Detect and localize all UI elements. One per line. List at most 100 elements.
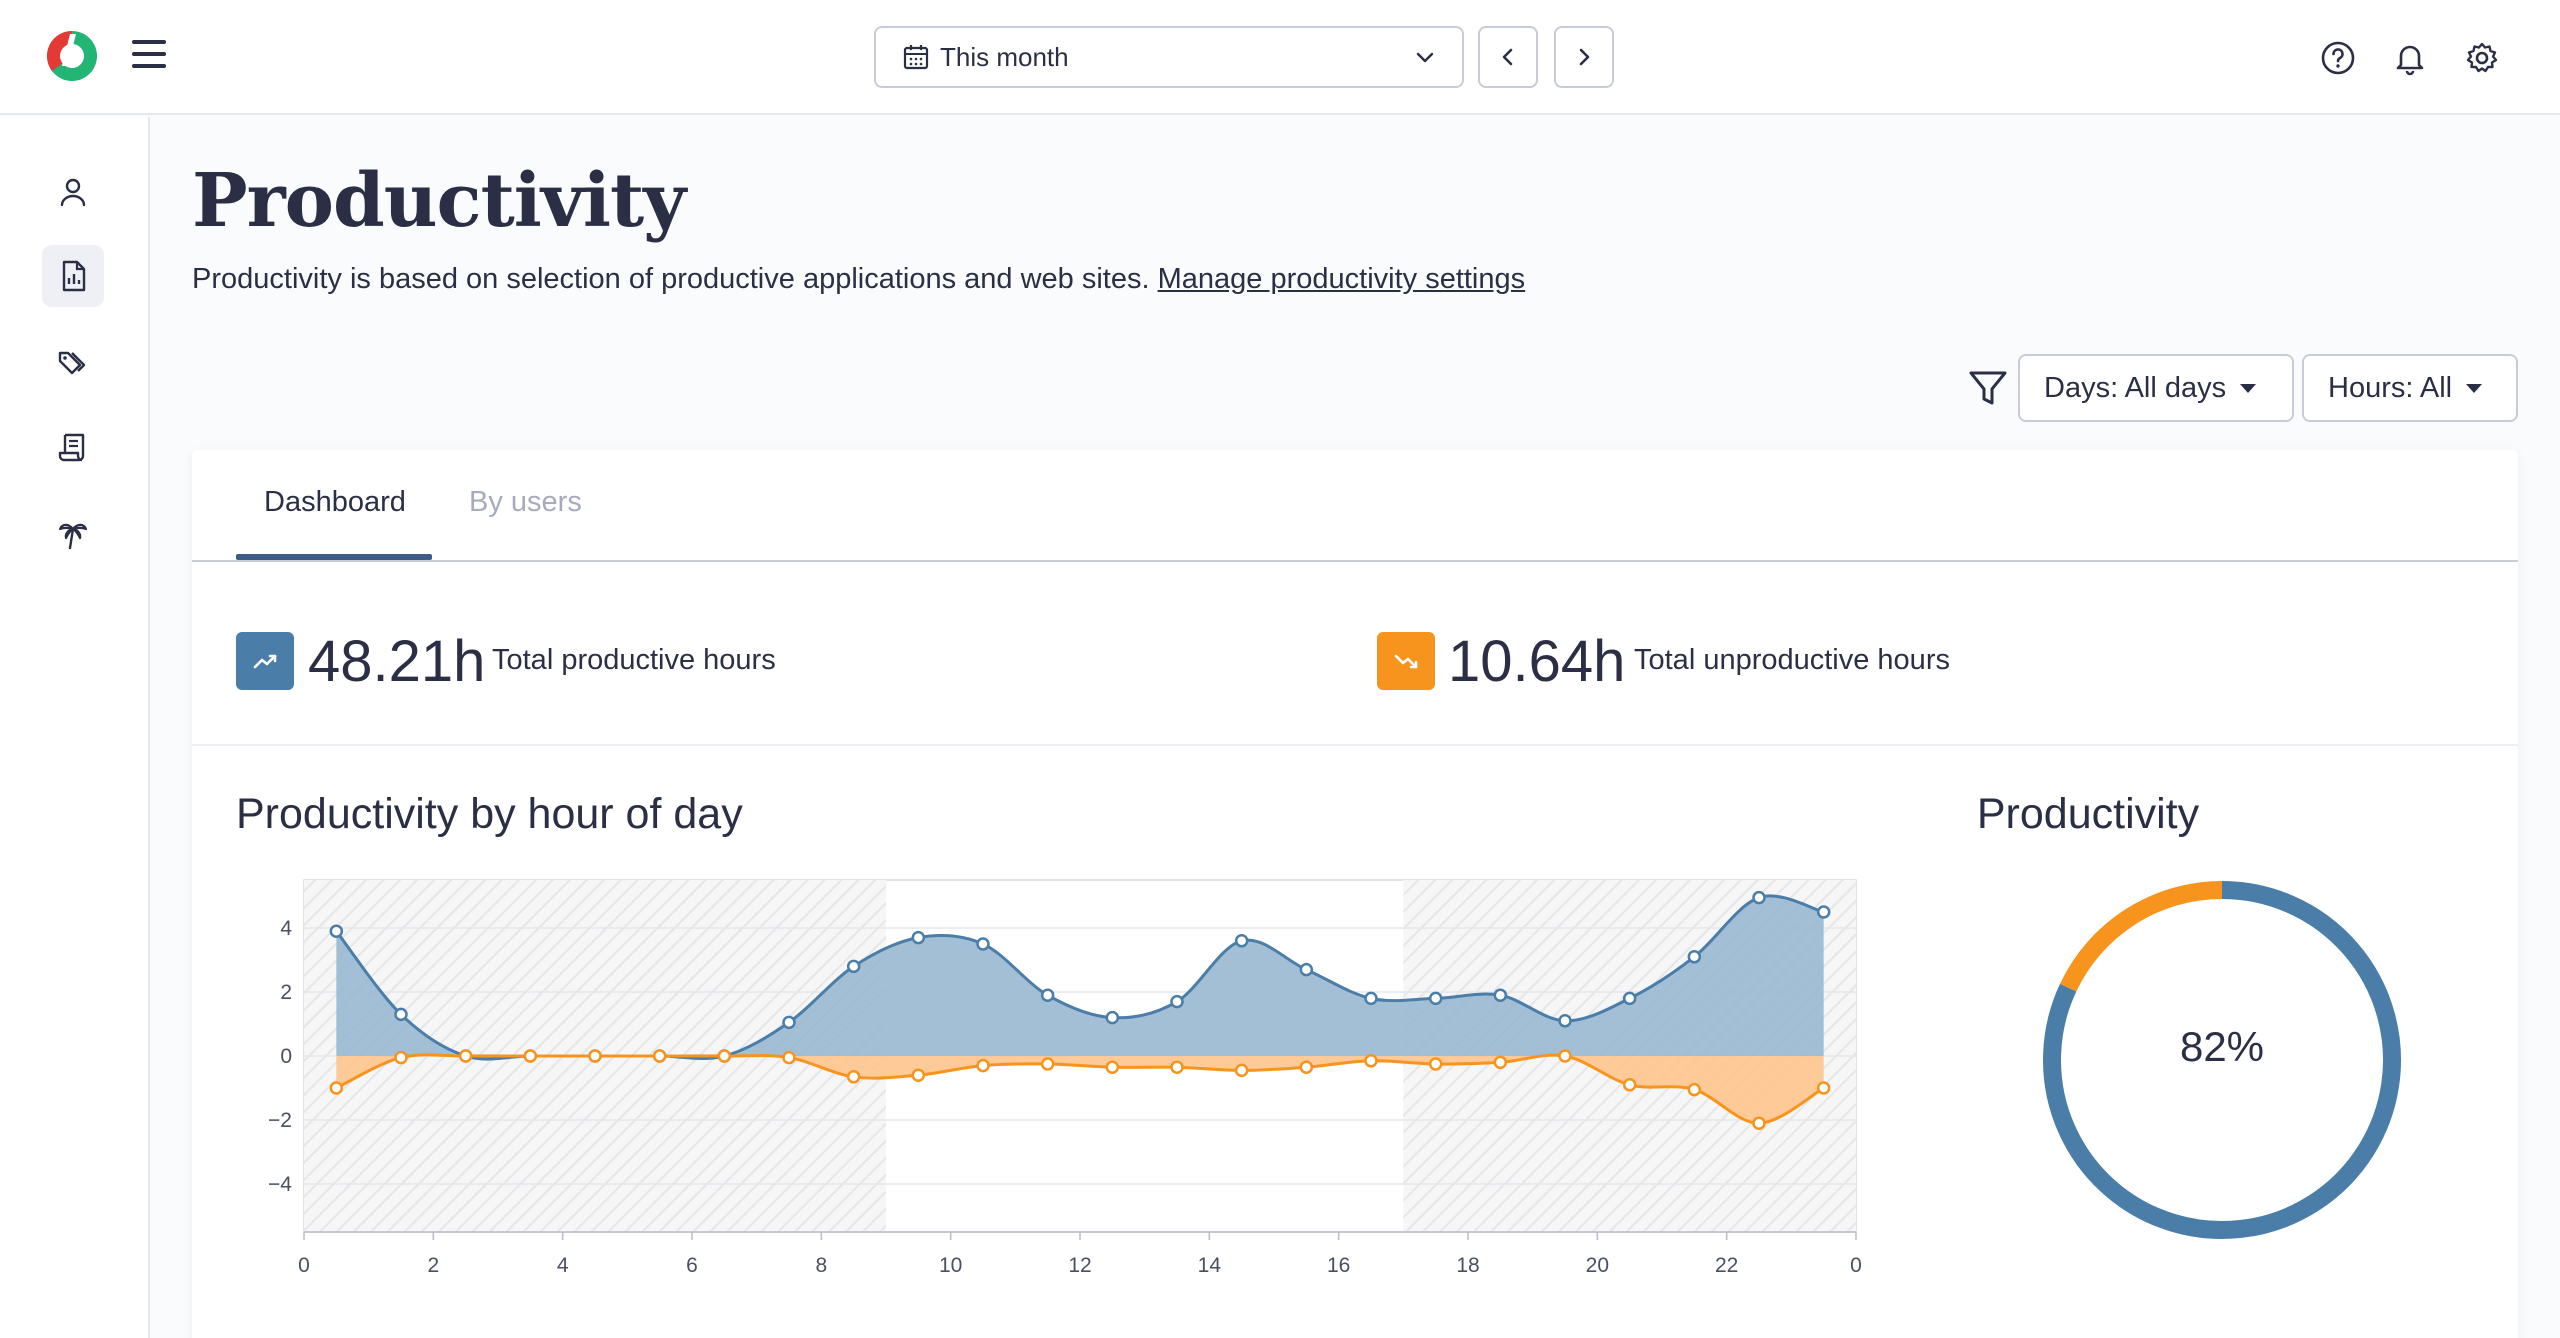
unproductive-point [652, 1049, 667, 1063]
donut-center-label: 82% [2179, 1023, 2265, 1070]
dashboard-card: Dashboard By users 48.21h Total producti… [192, 450, 2518, 1338]
menu-toggle-button[interactable] [132, 40, 166, 72]
trend-down-icon [1394, 654, 1418, 669]
unproductive-point [911, 1068, 926, 1082]
unproductive-point [1687, 1082, 1702, 1097]
unproductive-point [1234, 1063, 1249, 1078]
days-filter-dropdown[interactable]: Days: All days [2018, 354, 2294, 422]
unproductive-point [588, 1049, 602, 1063]
unproductive-point [1816, 1081, 1831, 1095]
productive-point [1493, 988, 1508, 1002]
help-icon[interactable] [2318, 38, 2358, 78]
scroll-icon [58, 433, 85, 462]
productive-point [1234, 934, 1249, 948]
x-tick-label: 0 [1850, 1254, 1862, 1277]
unproductive-point [1752, 1116, 1766, 1130]
donut-slice-productive [2043, 881, 2401, 1239]
productive-point [329, 924, 344, 938]
y-tick-label: −2 [268, 1109, 292, 1132]
unproductive-point [394, 1050, 408, 1065]
bell-icon[interactable] [2390, 38, 2430, 78]
unproductive-point [1299, 1060, 1314, 1074]
gear-icon[interactable] [2462, 38, 2502, 78]
caret-down-icon [2240, 383, 2257, 393]
productive-point [976, 937, 990, 951]
next-period-button[interactable] [1554, 26, 1614, 88]
unproductive-point [782, 1050, 796, 1065]
report-icon [62, 260, 86, 292]
sidebar-item-reports[interactable] [42, 245, 104, 307]
productive-point [1622, 991, 1637, 1006]
unproductive-point [458, 1049, 473, 1063]
hourly-productivity-chart: 420−2−40 2 4 6 8 10 12 14 16 18 20 22 0 [268, 879, 1862, 1277]
hamburger-line [132, 40, 166, 44]
productive-point [1816, 905, 1831, 919]
productive-point [1687, 950, 1702, 964]
productive-area [336, 895, 1824, 1060]
y-tick-label: 0 [280, 1045, 292, 1068]
productive-point [846, 959, 861, 974]
unproductive-point [976, 1058, 990, 1073]
x-tick-label: 16 [1327, 1254, 1350, 1277]
chevron-right-icon [1579, 48, 1590, 66]
active-tab-indicator [236, 554, 432, 560]
y-tick-label: 4 [280, 917, 292, 940]
productive-hours-value: 48.21h [308, 629, 486, 694]
chevron-left-icon [1502, 48, 1513, 66]
date-range-select[interactable]: This month [874, 26, 1464, 88]
unproductive-point [717, 1049, 732, 1063]
productivity-donut-chart [2043, 881, 2401, 1239]
x-tick-label: 10 [939, 1254, 962, 1277]
tags-icon [58, 351, 86, 375]
top-bar: This month [0, 0, 2560, 115]
unproductive-point [1493, 1055, 1508, 1070]
unproductive-point [1040, 1057, 1055, 1071]
chevron-down-icon [1416, 52, 1434, 63]
x-tick-label: 12 [1068, 1254, 1091, 1277]
tab-by-users[interactable]: By users [469, 486, 582, 518]
sidebar-item-users[interactable] [42, 161, 104, 223]
x-tick-label: 14 [1198, 1254, 1222, 1277]
productive-point [1040, 988, 1055, 1002]
calendar-icon [903, 45, 929, 70]
unproductive-point [1622, 1078, 1637, 1092]
trend-up-icon [253, 654, 277, 669]
unproductive-point [1364, 1054, 1378, 1068]
productive-point [1428, 991, 1443, 1006]
hours-filter-dropdown[interactable]: Hours: All [2302, 354, 2518, 422]
unproductive-point [1558, 1049, 1572, 1063]
sidebar-item-tags[interactable] [42, 331, 104, 393]
productive-point [1364, 991, 1378, 1006]
unproductive-badge [1377, 632, 1435, 690]
productive-point [1558, 1014, 1572, 1028]
filter-icon[interactable] [1966, 366, 2010, 410]
x-tick-label: 6 [686, 1254, 698, 1277]
unproductive-hours-value: 10.64h [1448, 629, 1626, 694]
sidebar-item-logs[interactable] [42, 417, 104, 479]
caret-down-icon [2466, 383, 2483, 393]
user-icon [60, 178, 86, 207]
unproductive-point [1105, 1060, 1120, 1074]
x-tick-label: 22 [1715, 1254, 1738, 1277]
tab-dashboard[interactable]: Dashboard [264, 486, 406, 518]
productive-point [782, 1015, 796, 1030]
sidebar-item-vacations[interactable] [42, 503, 104, 565]
productive-point [394, 1007, 408, 1022]
x-tick-label: 4 [557, 1254, 569, 1277]
page-title: Productivity [192, 158, 686, 244]
productive-hours-label: Total productive hours [492, 644, 776, 676]
productive-point [1299, 962, 1314, 977]
palm-tree-icon [58, 523, 88, 550]
hamburger-line [132, 64, 166, 68]
x-tick-label: 2 [427, 1254, 439, 1277]
donut-chart-title: Productivity [1976, 790, 2200, 838]
y-tick-label: −4 [268, 1173, 292, 1196]
app-logo-icon[interactable] [44, 28, 100, 84]
previous-period-button[interactable] [1478, 26, 1538, 88]
unproductive-point [1428, 1057, 1443, 1071]
stats-row: 48.21h Total productive hours 10.64h Tot… [192, 562, 2518, 746]
manage-settings-link[interactable]: Manage productivity settings [1157, 263, 1526, 295]
date-range-label: This month [940, 41, 1069, 72]
donut-slice-unproductive [2060, 881, 2223, 992]
days-filter-label: Days: All days [2044, 371, 2227, 404]
